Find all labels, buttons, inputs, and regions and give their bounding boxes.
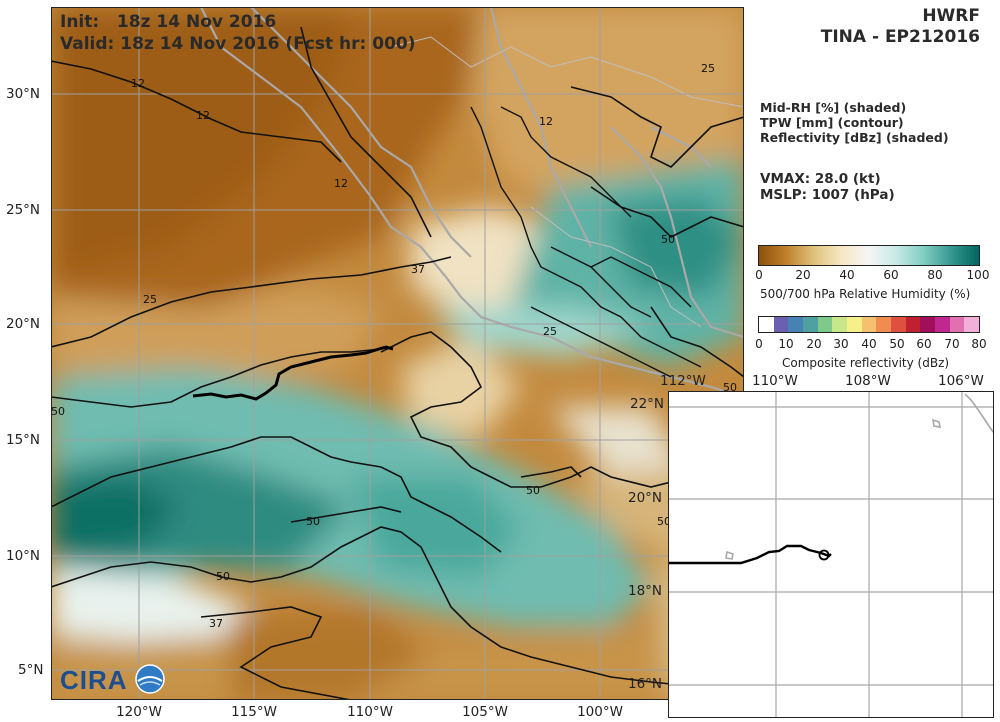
contour-label: 25 bbox=[701, 62, 715, 75]
borders bbox=[390, 36, 744, 328]
mslp: MSLP: 1007 (hPa) bbox=[760, 187, 895, 203]
lon-label: 115°W bbox=[231, 704, 277, 720]
cira-logo: CIRA bbox=[60, 663, 170, 695]
field-rh: Mid-RH [%] (shaded) bbox=[760, 100, 907, 115]
rh-tick: 80 bbox=[927, 268, 943, 282]
field-tpw: TPW [mm] (contour) bbox=[760, 115, 904, 130]
storm-name: TINA - EP212016 bbox=[820, 27, 980, 47]
refl-tick: 30 bbox=[833, 337, 849, 351]
rh-colorbar bbox=[758, 245, 980, 266]
field-reflectivity: Reflectivity [dBz] (shaded) bbox=[760, 130, 949, 145]
contour-label: 12 bbox=[131, 77, 145, 90]
globe-icon bbox=[135, 664, 165, 694]
reflectivity-swatch bbox=[964, 317, 980, 332]
lon-label: 110°W bbox=[347, 704, 393, 720]
cira-logo-text: CIRA bbox=[60, 665, 128, 695]
contour-label: 25 bbox=[143, 293, 157, 306]
contour-label: 50 bbox=[51, 405, 65, 418]
reflectivity-swatch bbox=[861, 317, 877, 332]
refl-tick: 70 bbox=[944, 337, 960, 351]
contour-label: 50 bbox=[526, 484, 540, 497]
contour-labels: 12 12 12 12 25 25 37 50 50 50 50 37 50 5… bbox=[51, 62, 737, 630]
storm-position-marker bbox=[818, 549, 830, 561]
rh-tick: 100 bbox=[966, 268, 990, 282]
inset-lon-label: 110°W bbox=[752, 373, 798, 389]
model-name: HWRF bbox=[922, 6, 980, 26]
inset-lon-label: 106°W bbox=[938, 373, 984, 389]
reflectivity-swatch bbox=[920, 317, 936, 332]
reflectivity-colorbar bbox=[758, 316, 980, 333]
inset-lat-label: 20°N bbox=[628, 490, 663, 506]
refl-tick: 80 bbox=[971, 337, 987, 351]
contour-label: 50 bbox=[657, 515, 671, 528]
contour-label: 50 bbox=[661, 233, 675, 246]
reflectivity-swatch bbox=[759, 317, 774, 332]
lat-label: 25°N bbox=[6, 202, 41, 218]
rh-tick: 40 bbox=[839, 268, 855, 282]
lat-label: 5°N bbox=[18, 662, 44, 678]
rh-colorbar-title: 500/700 hPa Relative Humidity (%) bbox=[760, 287, 971, 301]
lat-label: 15°N bbox=[6, 432, 41, 448]
inset-map-canvas bbox=[669, 392, 994, 717]
inset-lat-label: 18°N bbox=[628, 583, 663, 599]
lat-label: 30°N bbox=[6, 86, 41, 102]
inset-graticule bbox=[669, 392, 993, 717]
reflectivity-swatch bbox=[803, 317, 818, 332]
reflectivity-swatch bbox=[949, 317, 965, 332]
reflectivity-swatch bbox=[832, 317, 848, 332]
init-time: Init: 18z 14 Nov 2016 bbox=[60, 12, 277, 32]
rh-tick: 0 bbox=[755, 268, 763, 282]
lat-label: 20°N bbox=[6, 316, 41, 332]
main-map[interactable]: 12 12 12 12 25 25 37 50 50 50 50 37 50 5… bbox=[51, 7, 744, 700]
contour-label: 12 bbox=[539, 115, 553, 128]
refl-tick: 10 bbox=[778, 337, 794, 351]
inset-lat-label: 16°N bbox=[628, 676, 663, 692]
contour-label: 50 bbox=[216, 570, 230, 583]
contour-label: 37 bbox=[411, 263, 425, 276]
lat-label: 10°N bbox=[6, 548, 41, 564]
inset-lon-label: 108°W bbox=[845, 373, 891, 389]
reflectivity-swatch bbox=[817, 317, 833, 332]
refl-tick: 50 bbox=[889, 337, 905, 351]
refl-tick: 40 bbox=[861, 337, 877, 351]
inset-map[interactable] bbox=[668, 391, 994, 718]
inset-coastlines bbox=[725, 393, 994, 560]
storm-track bbox=[192, 345, 394, 401]
main-map-canvas: 12 12 12 12 25 25 37 50 50 50 50 37 50 5… bbox=[51, 7, 744, 700]
inset-storm-track bbox=[669, 544, 832, 565]
vmax: VMAX: 28.0 (kt) bbox=[760, 171, 881, 187]
contour-label: 12 bbox=[334, 177, 348, 190]
reflectivity-swatch bbox=[935, 317, 950, 332]
contour-label: 25 bbox=[543, 325, 557, 338]
reflectivity-swatch bbox=[876, 317, 892, 332]
land-contours bbox=[470, 106, 702, 378]
reflectivity-swatch bbox=[788, 317, 804, 332]
reflectivity-swatch bbox=[847, 317, 862, 332]
reflectivity-colorbar-title: Composite reflectivity (dBz) bbox=[782, 356, 950, 370]
contour-label: 12 bbox=[196, 109, 210, 122]
reflectivity-swatch bbox=[891, 317, 906, 332]
rh-tick: 60 bbox=[883, 268, 899, 282]
contour-label: 50 bbox=[306, 515, 320, 528]
reflectivity-swatch bbox=[773, 317, 789, 332]
valid-time: Valid: 18z 14 Nov 2016 (Fcst hr: 000) bbox=[60, 34, 416, 54]
inset-clipped-lon-label: 112°W bbox=[660, 373, 706, 389]
reflectivity-swatch bbox=[905, 317, 921, 332]
rh-tick: 20 bbox=[795, 268, 811, 282]
inset-clipped-lat-label: 22°N bbox=[630, 396, 665, 412]
refl-tick: 0 bbox=[755, 337, 763, 351]
lon-label: 105°W bbox=[462, 704, 508, 720]
lon-label: 120°W bbox=[116, 704, 162, 720]
refl-tick: 20 bbox=[806, 337, 822, 351]
lon-label: 100°W bbox=[577, 704, 623, 720]
contour-label: 50 bbox=[723, 381, 737, 394]
contour-label: 37 bbox=[209, 617, 223, 630]
refl-tick: 60 bbox=[916, 337, 932, 351]
